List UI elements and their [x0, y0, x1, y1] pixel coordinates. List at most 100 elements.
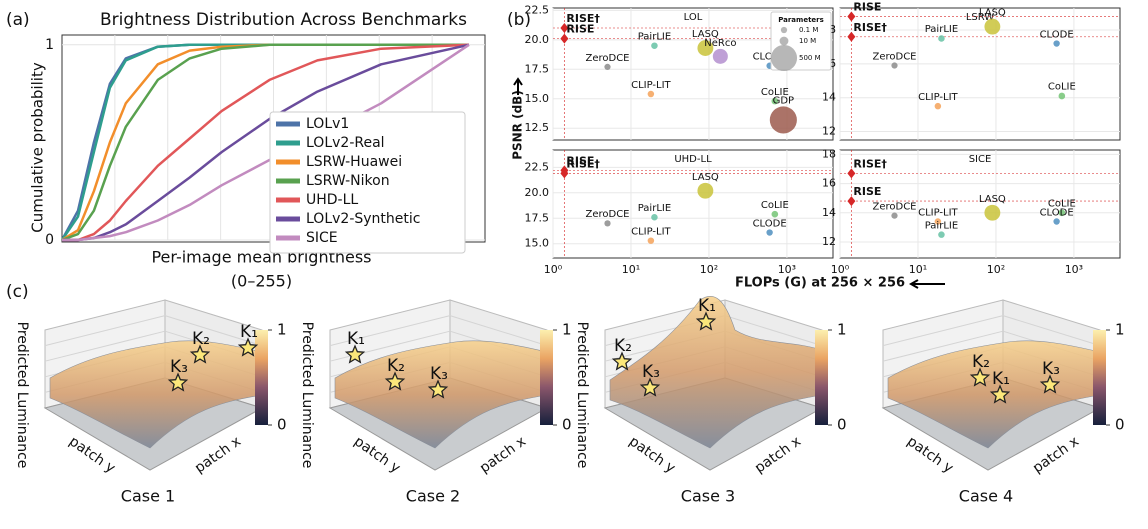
point-label: CLIP-LIT — [918, 92, 958, 103]
legend-label: LSRW-Huawei — [306, 154, 402, 170]
subplot-title: LOL — [684, 12, 703, 23]
point-label: RISE — [566, 23, 594, 36]
x-tick-label: 10¹ — [909, 263, 927, 276]
size-legend-marker — [779, 36, 789, 46]
panel-label: (c) — [6, 282, 29, 302]
point-label: RISE — [853, 0, 881, 13]
key-label: K₂ — [614, 336, 632, 356]
point — [934, 218, 942, 225]
plot-area — [839, 149, 1121, 259]
key-label: K₃ — [1042, 359, 1060, 379]
arrow — [908, 279, 945, 289]
key-star — [384, 371, 406, 391]
panel-label: (b) — [507, 10, 531, 30]
key-label: K₃ — [642, 362, 660, 382]
point-label: CoLIE — [761, 87, 789, 98]
y-tick-label: 15.0 — [525, 92, 550, 105]
point — [697, 182, 714, 199]
colorbar — [255, 330, 268, 425]
point-label: LASQ — [692, 172, 719, 183]
x-axis-label: (0–255) — [231, 272, 292, 291]
point — [1053, 218, 1060, 225]
y-tick-label: 12 — [822, 235, 836, 248]
colorbar-tick-label: 0 — [1115, 416, 1125, 434]
colorbar-tick-label: 0 — [277, 416, 287, 434]
point-label: CoLIE — [1048, 82, 1076, 93]
wall-grid — [1002, 315, 1101, 347]
colorbar — [815, 330, 828, 425]
colorbar-tick-label: 1 — [1115, 321, 1125, 339]
size-legend-label: 500 M — [799, 54, 821, 62]
y-tick-label: 22.5 — [525, 160, 550, 173]
plot-area — [552, 149, 834, 259]
y-tick-label: 14 — [822, 91, 836, 104]
point-label: ZeroDCE — [585, 53, 629, 64]
wall-grid — [329, 315, 451, 347]
point-label: GDP — [773, 95, 794, 106]
point-label: CLODE — [1040, 29, 1074, 40]
point — [1058, 209, 1066, 217]
y-axis-label: PSNR (dB) — [511, 90, 525, 160]
point-label: ZeroDCE — [872, 202, 916, 213]
cdf-line — [62, 43, 470, 242]
point-label: CLIP-LIT — [631, 226, 671, 237]
wall-grid — [44, 315, 166, 347]
point-label: PairLIE — [638, 203, 671, 214]
size-legend-label: 10 M — [799, 37, 816, 45]
key-label: K₂ — [387, 356, 405, 376]
point — [651, 213, 658, 221]
key-star — [237, 337, 259, 357]
subplot-title: LSRW — [966, 12, 994, 23]
y-tick-label: 16 — [822, 177, 836, 190]
point — [847, 31, 856, 42]
point — [604, 220, 611, 227]
colorbar-tick-label: 0 — [837, 416, 847, 434]
key-star — [427, 379, 449, 399]
legend-label: SICE — [306, 230, 338, 246]
panel-label: (a) — [6, 10, 30, 30]
point-label: CoLIE — [1048, 198, 1076, 209]
point-label: RISE — [853, 185, 881, 198]
legend-label: UHD-LL — [306, 192, 358, 208]
y-tick-label: 0 — [45, 232, 54, 248]
colorbar-tick-label: 1 — [277, 321, 287, 339]
point — [560, 168, 569, 179]
point-label: CLIP-LIT — [631, 80, 671, 91]
key-star — [611, 351, 633, 371]
wall-grid — [724, 315, 823, 347]
key-label: K₁ — [347, 329, 365, 349]
size-legend-marker — [780, 26, 788, 34]
colorbar-tick-label: 1 — [562, 321, 572, 339]
point-label: CLODE — [1040, 207, 1074, 218]
point-label: PairLIE — [925, 24, 958, 35]
y-tick-label: 17.5 — [525, 62, 550, 75]
point — [769, 106, 797, 134]
point — [984, 18, 1001, 35]
wall-grid — [164, 315, 263, 347]
wall-grid — [882, 315, 1004, 347]
case-title: Case 3 — [681, 487, 735, 506]
point-label: CoLIE — [761, 200, 789, 211]
key-label: K₂ — [972, 352, 990, 372]
chart-title: Brightness Distribution Across Benchmark… — [100, 10, 467, 30]
point-label: CLODE — [753, 218, 787, 229]
point — [560, 33, 569, 44]
point-label: NeRco — [704, 38, 736, 49]
key-label: K₁ — [240, 322, 258, 342]
point-label: LASQ — [692, 29, 719, 40]
point — [891, 212, 898, 219]
key-star — [189, 344, 211, 364]
point-label: RISE† — [566, 12, 600, 25]
x-axis-label: FLOPs (G) at 256 × 256 — [735, 276, 905, 291]
size-legend-label: 0.1 M — [799, 26, 818, 34]
point-label: LASQ — [979, 194, 1006, 205]
legend-label: LOLv2-Real — [306, 135, 385, 151]
x-tick-label: 10² — [700, 263, 718, 276]
x-tick-label: 10³ — [778, 263, 796, 276]
x-tick-label: 10⁰ — [544, 263, 563, 276]
key-label: K₂ — [192, 329, 210, 349]
